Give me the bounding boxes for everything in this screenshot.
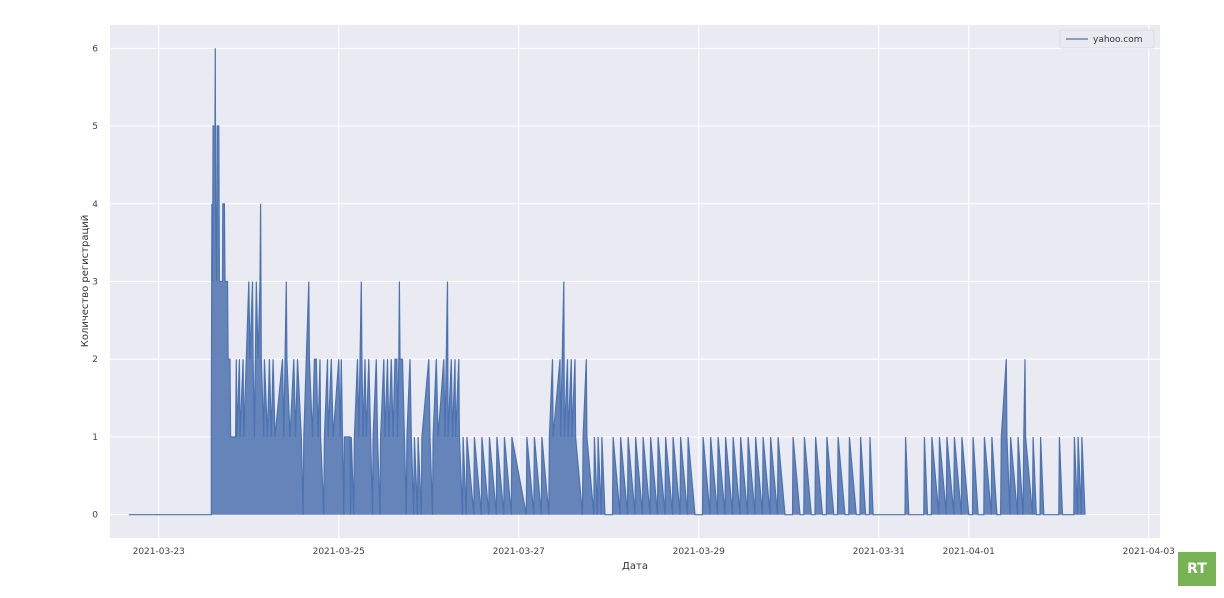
legend: yahoo.com	[1059, 29, 1155, 49]
y-tick-label: 6	[92, 44, 98, 54]
y-tick-label: 0	[92, 511, 98, 521]
x-tick-label: 2021-04-03	[1123, 547, 1175, 557]
x-tick-label: 2021-03-23	[133, 547, 185, 557]
x-tick-label: 2021-03-29	[673, 547, 726, 557]
tick-labels: 0 1 2 3 4 5 6 2021-03-23 2021-03-25 2021-03-27 202…	[92, 44, 1175, 557]
x-tick-label: 2021-03-31	[853, 547, 905, 557]
x-tick-label: 2021-03-27	[493, 547, 545, 557]
y-tick-label: 5	[92, 122, 98, 132]
y-tick-label: 1	[92, 433, 98, 443]
y-tick-label: 4	[92, 200, 98, 210]
x-axis-label: Дата	[622, 561, 648, 572]
rt-logo: RT	[1178, 552, 1216, 586]
y-tick-label: 3	[92, 278, 98, 288]
x-tick-label: 2021-03-25	[313, 547, 365, 557]
legend-box	[1059, 29, 1155, 49]
y-tick-label: 2	[92, 355, 98, 365]
x-tick-label: 2021-04-01	[943, 547, 995, 557]
legend-label: yahoo.com	[1093, 35, 1142, 45]
y-axis-label: Количество регистраций	[80, 215, 91, 348]
series-line-0	[128, 48, 1086, 516]
series-layer	[128, 48, 1086, 516]
